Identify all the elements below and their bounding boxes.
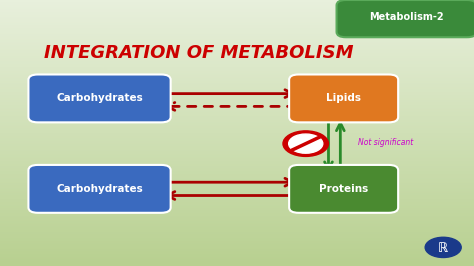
Text: Metabolism-2: Metabolism-2 — [369, 12, 444, 22]
FancyBboxPatch shape — [28, 74, 171, 122]
FancyBboxPatch shape — [28, 165, 171, 213]
FancyBboxPatch shape — [289, 165, 398, 213]
Text: Lipids: Lipids — [326, 93, 361, 103]
Text: Not significant: Not significant — [358, 138, 413, 147]
Text: Carbohydrates: Carbohydrates — [56, 93, 143, 103]
Text: Carbohydrates: Carbohydrates — [56, 184, 143, 194]
Text: INTEGRATION OF METABOLISM: INTEGRATION OF METABOLISM — [45, 44, 354, 62]
Circle shape — [425, 237, 461, 257]
Text: ℝ: ℝ — [438, 242, 448, 255]
Circle shape — [283, 131, 328, 156]
Circle shape — [289, 134, 323, 153]
Text: Proteins: Proteins — [319, 184, 368, 194]
FancyBboxPatch shape — [289, 74, 398, 122]
FancyBboxPatch shape — [337, 0, 474, 37]
